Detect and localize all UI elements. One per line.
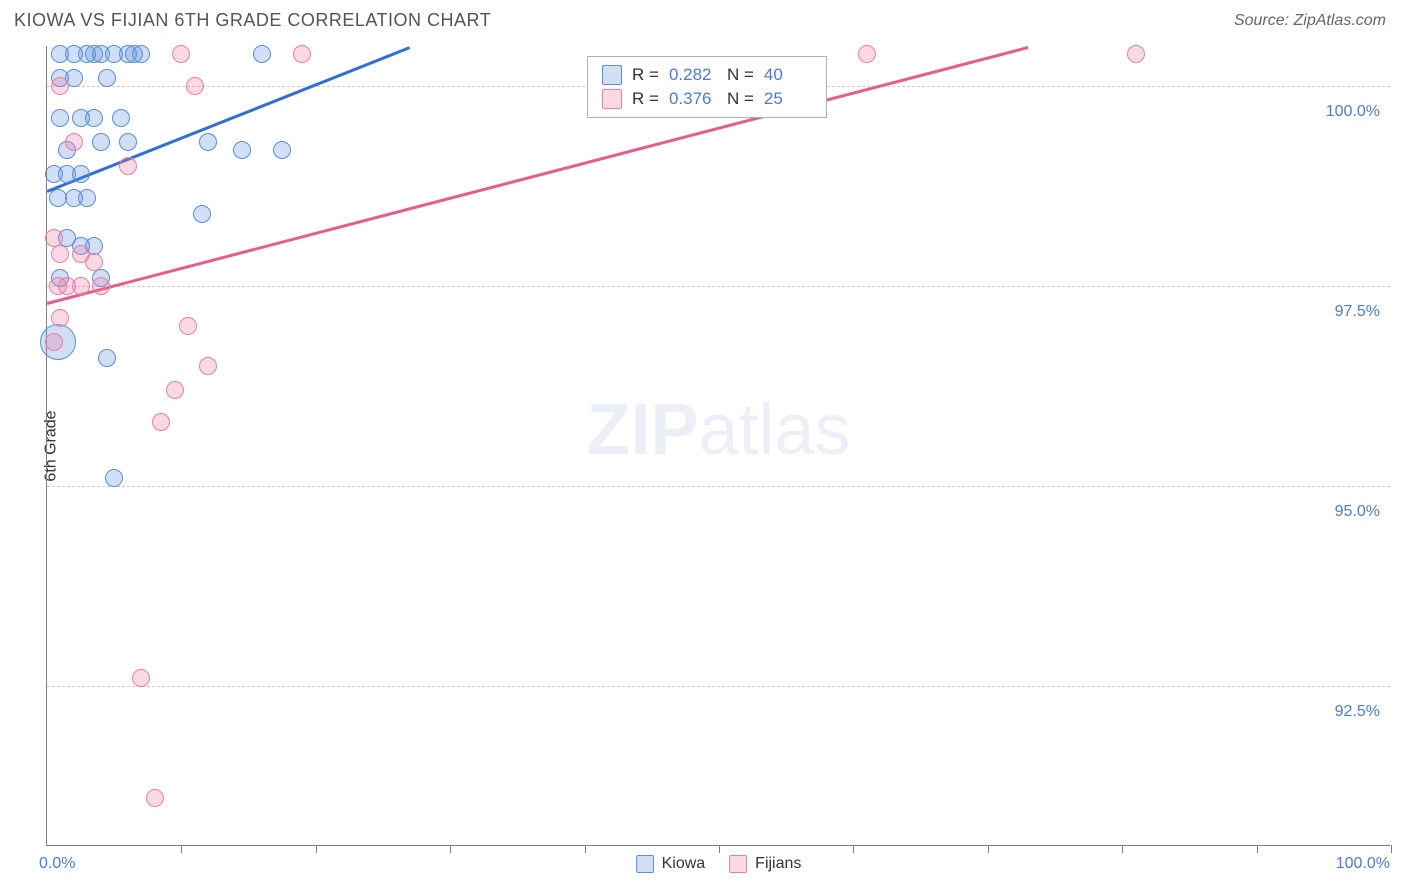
- legend-swatch: [602, 65, 622, 85]
- data-point: [119, 133, 137, 151]
- watermark-bold: ZIP: [586, 390, 698, 470]
- data-point: [186, 77, 204, 95]
- data-point: [858, 45, 876, 63]
- gridline: [47, 486, 1390, 487]
- x-tick: [853, 845, 854, 853]
- data-point: [98, 69, 116, 87]
- gridline: [47, 286, 1390, 287]
- data-point: [273, 141, 291, 159]
- x-tick: [1391, 845, 1392, 853]
- data-point: [98, 349, 116, 367]
- data-point: [65, 133, 83, 151]
- x-min-label: 0.0%: [39, 855, 75, 873]
- x-tick: [181, 845, 182, 853]
- y-tick-label: 95.0%: [1335, 503, 1380, 521]
- legend-swatch: [636, 855, 654, 873]
- stats-legend: R = 0.282 N = 40 R = 0.376 N = 25: [587, 56, 827, 118]
- x-tick: [719, 845, 720, 853]
- data-point: [51, 309, 69, 327]
- x-tick: [450, 845, 451, 853]
- x-tick: [585, 845, 586, 853]
- data-point: [92, 133, 110, 151]
- stat-r-label: R =: [632, 89, 659, 109]
- x-tick: [1257, 845, 1258, 853]
- stat-n-value: 40: [764, 65, 812, 85]
- data-point: [132, 669, 150, 687]
- data-point: [253, 45, 271, 63]
- y-tick-label: 92.5%: [1335, 703, 1380, 721]
- stat-r-value: 0.376: [669, 89, 717, 109]
- data-point: [132, 45, 150, 63]
- data-point: [105, 469, 123, 487]
- stats-legend-row: R = 0.376 N = 25: [602, 87, 812, 111]
- data-point: [179, 317, 197, 335]
- data-point: [1127, 45, 1145, 63]
- series-legend: Kiowa Fijians: [636, 855, 802, 873]
- stats-legend-row: R = 0.282 N = 40: [602, 63, 812, 87]
- data-point: [166, 381, 184, 399]
- watermark-light: atlas: [698, 390, 850, 470]
- data-point: [152, 413, 170, 431]
- data-point: [51, 109, 69, 127]
- data-point: [146, 789, 164, 807]
- data-point: [45, 333, 63, 351]
- data-point: [85, 109, 103, 127]
- legend-item: Fijians: [729, 855, 801, 873]
- data-point: [78, 189, 96, 207]
- legend-label: Kiowa: [662, 855, 706, 873]
- legend-item: Kiowa: [636, 855, 706, 873]
- stat-n-label: N =: [727, 65, 754, 85]
- data-point: [85, 253, 103, 271]
- watermark: ZIPatlas: [586, 389, 850, 471]
- data-point: [51, 245, 69, 263]
- stat-r-label: R =: [632, 65, 659, 85]
- data-point: [119, 157, 137, 175]
- data-point: [172, 45, 190, 63]
- stat-n-value: 25: [764, 89, 812, 109]
- chart-container: ZIPatlas 100.0%97.5%95.0%92.5%0.0%100.0%…: [46, 46, 1390, 846]
- y-tick-label: 100.0%: [1326, 103, 1380, 121]
- stat-r-value: 0.282: [669, 65, 717, 85]
- data-point: [112, 109, 130, 127]
- data-point: [199, 133, 217, 151]
- data-point: [72, 165, 90, 183]
- data-point: [233, 141, 251, 159]
- data-point: [193, 205, 211, 223]
- x-tick: [316, 845, 317, 853]
- legend-swatch: [602, 89, 622, 109]
- data-point: [293, 45, 311, 63]
- source-label: Source: ZipAtlas.com: [1234, 12, 1386, 30]
- y-tick-label: 97.5%: [1335, 303, 1380, 321]
- chart-title: KIOWA VS FIJIAN 6TH GRADE CORRELATION CH…: [14, 10, 491, 31]
- legend-swatch: [729, 855, 747, 873]
- data-point: [199, 357, 217, 375]
- plot-area: ZIPatlas 100.0%97.5%95.0%92.5%0.0%100.0%…: [46, 46, 1390, 846]
- gridline: [47, 686, 1390, 687]
- data-point: [92, 277, 110, 295]
- data-point: [72, 277, 90, 295]
- x-tick: [988, 845, 989, 853]
- legend-label: Fijians: [755, 855, 801, 873]
- data-point: [51, 77, 69, 95]
- x-max-label: 100.0%: [1336, 855, 1390, 873]
- stat-n-label: N =: [727, 89, 754, 109]
- x-tick: [1122, 845, 1123, 853]
